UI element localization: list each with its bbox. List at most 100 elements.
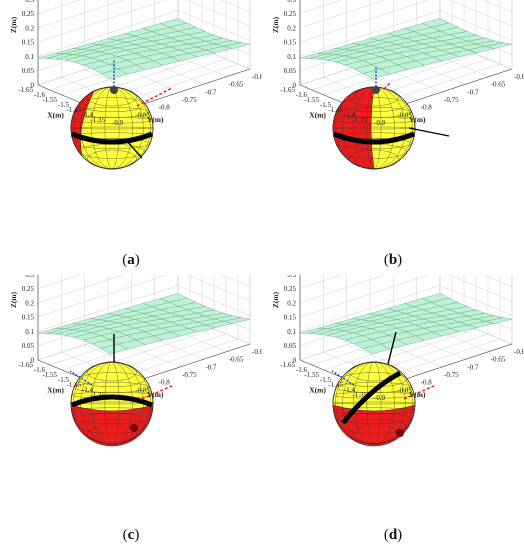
- x-tick-label: -1.6: [296, 366, 308, 374]
- ticks: 0.350.30.250.20.150.10.050-1.65-1.6-1.55…: [280, 275, 524, 402]
- z-tick-label: 0.25: [22, 285, 35, 293]
- sphere: [70, 361, 154, 447]
- sphere-mesh-line: [74, 138, 150, 149]
- z-axis-label: Z(m): [271, 16, 280, 33]
- z-tick-label: 0.15: [284, 39, 297, 47]
- z-tick-label: 0.15: [22, 314, 35, 322]
- z-tick-label: 0: [31, 82, 35, 90]
- y-axis-label: Y(m): [409, 390, 426, 399]
- red-lower-half: [70, 404, 154, 447]
- z-tick-label: 0.05: [284, 342, 297, 350]
- x-tick-label: -1.35: [352, 391, 367, 399]
- x-body-axis: [383, 82, 391, 90]
- ticks: 0.350.30.250.20.150.10.050-1.65-1.6-1.55…: [280, 0, 524, 127]
- sphere-mesh-line: [349, 149, 399, 169]
- terrain-surface: [299, 18, 513, 80]
- z-tick-label: 0: [31, 357, 35, 365]
- y-tick-label: -0.85: [135, 111, 150, 119]
- sphere-mesh-line: [70, 361, 154, 445]
- pole-marker: [396, 429, 404, 437]
- y-axis-label: Y(m): [147, 390, 164, 399]
- z-tick-label: 0.3: [287, 275, 296, 279]
- y-tick-label: -0.85: [397, 111, 412, 119]
- z-tick-label: 0.15: [22, 39, 35, 47]
- black-band: [71, 394, 153, 408]
- panel-a-plot: 0.350.30.250.20.150.10.050-1.65-1.6-1.55…: [9, 0, 262, 170]
- y-tick-label: -0.75: [444, 371, 459, 379]
- sphere-mesh-line: [341, 419, 407, 434]
- y-tick-label: -0.75: [182, 96, 197, 104]
- sphere-mesh-line: [336, 107, 412, 118]
- x-tick-label: -1.45: [66, 106, 81, 114]
- y-body-axis: [387, 331, 397, 365]
- sphere: [70, 86, 154, 170]
- red-lower-half: [332, 404, 416, 447]
- sphere-mesh-line: [74, 413, 150, 424]
- panel-b-plot: 0.350.30.250.20.150.10.050-1.65-1.6-1.55…: [271, 0, 524, 170]
- y-tick-label: -0.7: [205, 363, 217, 371]
- panel-c: 0.350.30.250.20.150.10.050-1.65-1.6-1.55…: [0, 275, 262, 550]
- z-axis-label: Z(m): [9, 291, 18, 308]
- sphere-mesh-line: [341, 97, 407, 112]
- x-tick-label: -1.45: [328, 106, 343, 114]
- sphere-mesh-line: [336, 413, 412, 424]
- body-axes: [375, 67, 450, 137]
- x-tick-label: -1.6: [34, 91, 46, 99]
- z-tick-label: 0.3: [25, 0, 34, 4]
- y-tick-label: -0.75: [182, 371, 197, 379]
- sphere-mesh-line: [87, 149, 137, 169]
- y-tick-label: -0.75: [444, 96, 459, 104]
- z-tick-label: 0.1: [25, 328, 34, 336]
- z-tick-label: 0.25: [284, 10, 297, 18]
- y-tick-label: -0.6: [252, 73, 262, 81]
- panel-d-plot: 0.350.30.250.20.150.10.050-1.65-1.6-1.55…: [271, 275, 524, 447]
- y-tick-label: -0.9: [112, 119, 124, 127]
- sphere-mesh-line: [336, 138, 412, 149]
- x-tick-label: -1.65: [280, 361, 295, 369]
- sphere: [332, 361, 416, 447]
- pole-marker: [110, 86, 118, 94]
- x-tick-label: -1.5: [320, 101, 332, 109]
- x-axis-label: X(m): [47, 111, 64, 120]
- y-tick-label: -0.8: [159, 104, 171, 112]
- x-tick-label: -1.35: [352, 116, 367, 124]
- x-tick-label: -1.65: [18, 86, 33, 94]
- plot-area: 0.350.30.250.20.150.10.050-1.65-1.6-1.55…: [9, 275, 262, 447]
- sphere-mesh-line: [79, 372, 145, 387]
- z-axis-label: Z(m): [271, 291, 280, 308]
- x-tick-label: -1.5: [58, 101, 70, 109]
- y-tick-label: -0.6: [252, 348, 262, 356]
- x-tick-label: -1.55: [42, 96, 57, 104]
- z-tick-label: 0: [293, 82, 297, 90]
- x-tick-label: -1.35: [90, 116, 105, 124]
- y-axis-label: Y(m): [409, 115, 426, 124]
- y-tick-label: -0.6: [514, 73, 524, 81]
- x-tick-label: -1.4: [344, 111, 356, 119]
- x-body-axis: [141, 384, 175, 400]
- y-tick-label: -0.9: [374, 394, 386, 402]
- y-tick-label: -0.7: [205, 88, 217, 96]
- z-tick-label: 0.2: [287, 299, 296, 307]
- x-tick-label: -1.5: [58, 376, 70, 384]
- z-tick-label: 0.1: [287, 328, 296, 336]
- caption-d: (d): [383, 527, 403, 543]
- y-tick-label: -0.9: [374, 119, 386, 127]
- x-tick-label: -1.6: [296, 91, 308, 99]
- x-tick-label: -1.35: [90, 391, 105, 399]
- z-tick-label: 0.1: [287, 53, 296, 61]
- y-tick-label: -0.65: [491, 356, 506, 364]
- terrain-cell: [159, 293, 188, 303]
- x-axis-label: X(m): [309, 111, 326, 120]
- black-band: [71, 131, 153, 145]
- sphere-mesh-line: [87, 424, 137, 444]
- z-tick-label: 0: [293, 357, 297, 365]
- y-tick-label: -0.8: [159, 379, 171, 387]
- terrain-surface: [37, 293, 251, 355]
- body-axes: [331, 331, 437, 400]
- z-body-axis: [69, 370, 93, 386]
- y-tick-label: -0.65: [491, 81, 506, 89]
- x-tick-label: -1.55: [304, 371, 319, 379]
- y-tick-label: -0.7: [467, 363, 479, 371]
- x-tick-label: -1.5: [320, 376, 332, 384]
- y-body-axis: [408, 127, 450, 137]
